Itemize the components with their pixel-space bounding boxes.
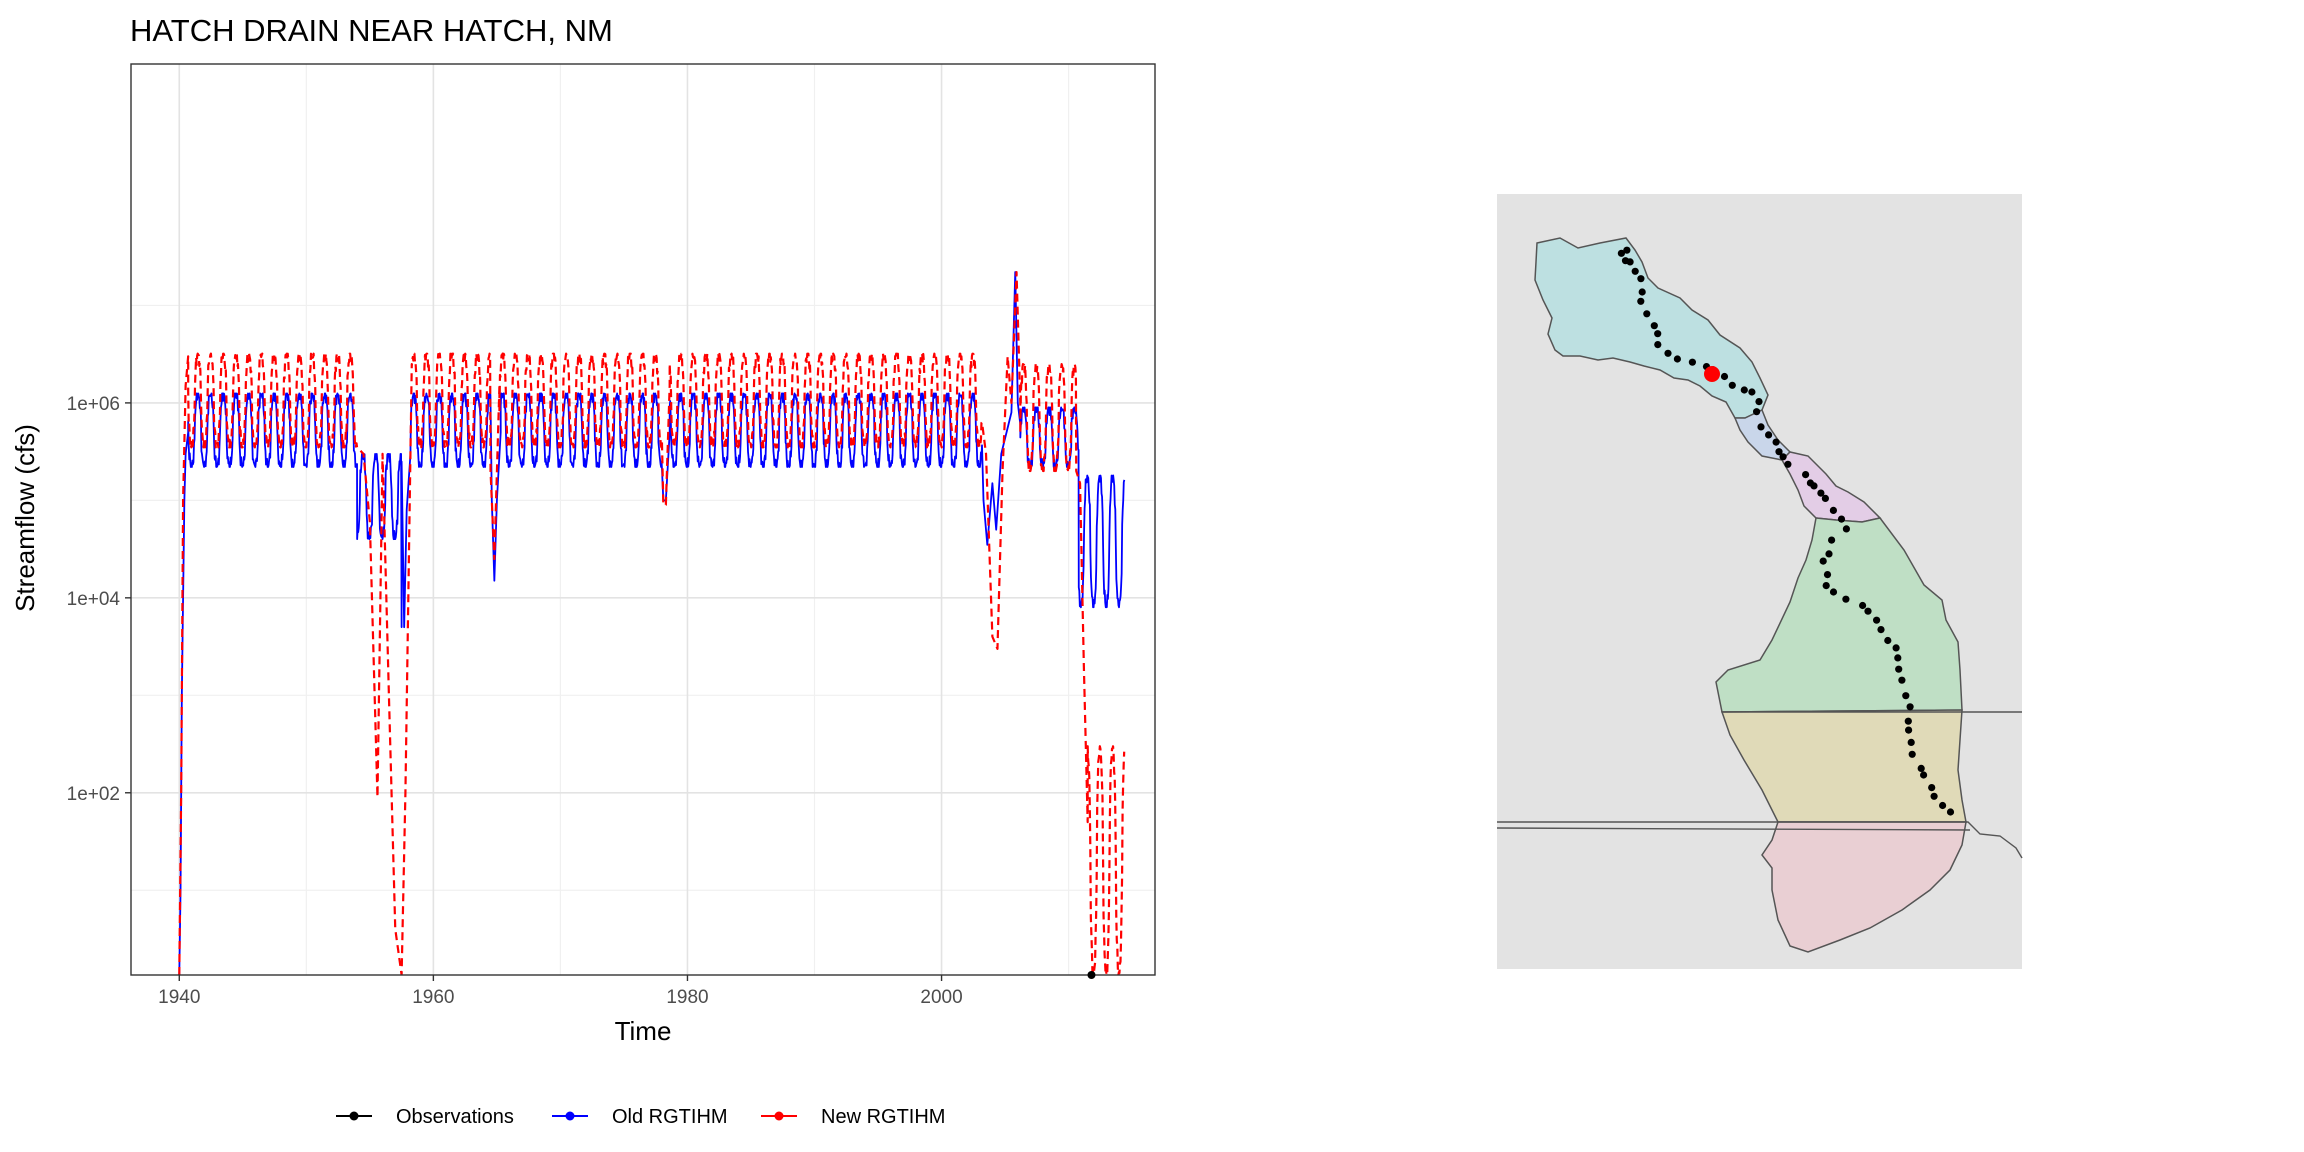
gage-marker: [1638, 288, 1646, 296]
gage-marker: [1920, 771, 1928, 779]
gage-marker: [1626, 258, 1634, 266]
plot-area: [130, 63, 1156, 979]
gage-marker: [1946, 808, 1955, 816]
series-layer: [178, 270, 1126, 975]
y-tick-label: 1e+06: [67, 394, 120, 415]
gage-marker: [1772, 438, 1780, 446]
gage-marker: [1802, 471, 1810, 479]
y-tick-label: 1e+02: [67, 784, 120, 805]
gage-marker: [1617, 249, 1625, 257]
gage-marker: [1664, 349, 1672, 357]
gage-marker: [1755, 398, 1763, 406]
gage-marker: [1810, 482, 1818, 490]
gage-marker: [1829, 588, 1838, 596]
y-axis: 1e+02 1e+04 1e+06: [67, 394, 131, 805]
x-axis: 1940 1960 1980 2000: [158, 975, 963, 1008]
legend-key-point: [774, 1111, 784, 1121]
legend-key-point: [565, 1111, 575, 1121]
legend-label: Observations: [396, 1106, 514, 1128]
chart-title: HATCH DRAIN NEAR HATCH, NM: [130, 13, 613, 48]
gage-marker: [1892, 644, 1900, 652]
gage-marker: [1828, 536, 1836, 544]
gage-marker: [1688, 358, 1696, 366]
gage-marker: [1829, 506, 1837, 514]
gage-marker: [1939, 801, 1947, 810]
gage-marker: [1623, 246, 1631, 254]
gage-marker: [1894, 654, 1902, 662]
gage-marker: [1902, 692, 1910, 700]
gage-marker: [1873, 616, 1881, 624]
gage-marker: [1823, 571, 1832, 579]
gage-marker: [1740, 386, 1748, 394]
gage-marker: [1898, 676, 1906, 684]
gage-marker: [1753, 408, 1761, 416]
gage-marker: [1748, 388, 1756, 396]
gage-marker: [1631, 267, 1639, 275]
x-tick-label: 1980: [666, 987, 708, 1008]
series-line-new-rgtihm: [178, 270, 1126, 975]
gage-marker: [1821, 494, 1829, 502]
selected-gage-marker: [1704, 366, 1720, 382]
gage-marker: [1905, 726, 1913, 734]
y-tick-label: 1e+04: [67, 589, 121, 610]
gage-marker: [1822, 582, 1830, 590]
gage-marker: [1904, 717, 1912, 725]
gage-marker: [1819, 557, 1827, 565]
gage-marker: [1643, 310, 1651, 318]
gage-marker: [1907, 738, 1915, 747]
gage-marker: [1859, 601, 1867, 610]
gage-marker: [1654, 341, 1662, 349]
plot-border: [130, 63, 1156, 976]
gage-marker: [1842, 525, 1850, 533]
gage-marker: [1884, 636, 1892, 645]
gage-marker: [1842, 595, 1850, 603]
legend-label: New RGTIHM: [821, 1106, 945, 1128]
x-tick-label: 1940: [158, 987, 200, 1008]
x-tick-label: 2000: [920, 987, 962, 1008]
gage-marker: [1637, 275, 1645, 283]
map-zone-6: [1761, 821, 1967, 953]
gage-marker: [1837, 515, 1846, 523]
gage-marker: [1877, 626, 1885, 634]
gage-marker: [1728, 381, 1736, 389]
series-line-old-rgtihm: [178, 271, 1126, 975]
gage-marker: [1650, 322, 1658, 330]
gage-marker: [1673, 355, 1681, 363]
legend-label: Old RGTIHM: [612, 1106, 728, 1128]
watershed-map: [1496, 194, 2023, 969]
gage-marker: [1765, 431, 1773, 439]
gage-marker: [1720, 372, 1729, 381]
gage-marker: [1928, 784, 1936, 792]
x-axis-label: Time: [615, 1016, 672, 1046]
gage-marker: [1906, 703, 1914, 711]
observation-point: [1087, 971, 1096, 979]
gage-marker: [1895, 665, 1903, 673]
gage-marker: [1825, 550, 1833, 558]
map-boundary-lines: [1496, 711, 2023, 859]
gage-marker: [1757, 423, 1765, 431]
gage-marker: [1908, 750, 1916, 758]
legend: Observations Old RGTIHM New RGTIHM: [336, 1106, 945, 1128]
gage-marker: [1784, 460, 1792, 468]
observation-layer: [1087, 971, 1096, 979]
map-gages: [1617, 246, 1955, 816]
gage-marker: [1817, 489, 1825, 497]
map-boundary-line-2: [1497, 821, 2023, 859]
y-axis-label: Streamflow (cfs): [10, 424, 40, 612]
legend-key-point: [349, 1111, 359, 1121]
map-boundary-line-3: [1496, 827, 1971, 831]
gage-marker: [1654, 330, 1662, 338]
gage-marker: [1917, 764, 1925, 773]
gage-marker: [1864, 607, 1872, 615]
gage-marker: [1930, 792, 1938, 800]
gage-marker: [1637, 297, 1645, 305]
gage-marker: [1775, 448, 1783, 456]
gage-marker: [1779, 453, 1787, 461]
x-tick-label: 1960: [412, 987, 454, 1008]
